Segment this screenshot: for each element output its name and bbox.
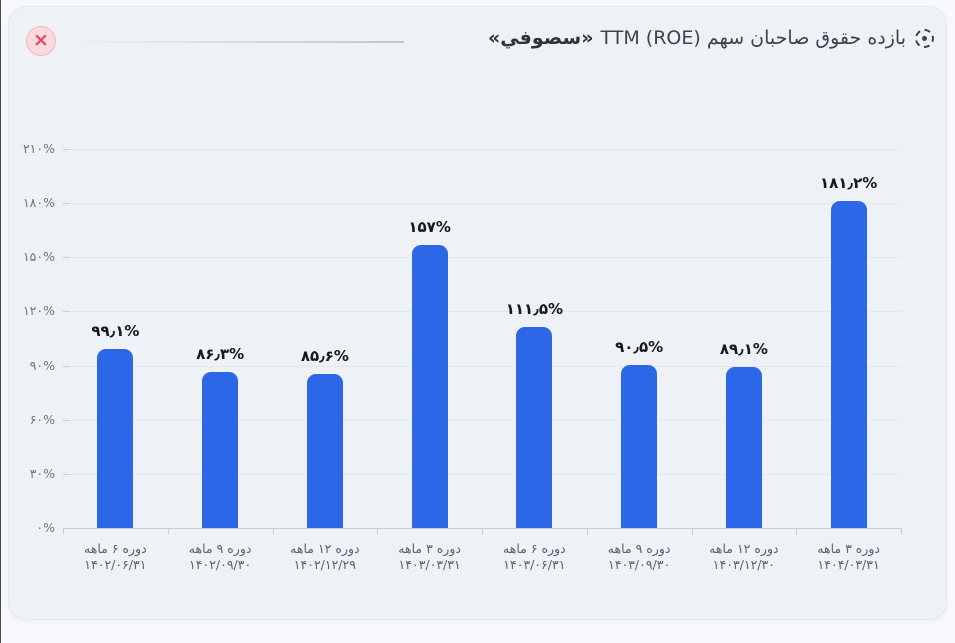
bar-value-label: ۱۵۷% (408, 217, 451, 236)
x-axis-label: دوره ۹ ماهه ۱۴۰۳/۰۹/۳۰ (587, 541, 692, 573)
bar-value-label: ۱۱۱٫۵% (505, 299, 563, 318)
gridline-210 (63, 149, 901, 150)
x-axis-label-date: ۱۴۰۳/۰۶/۳۱ (503, 557, 566, 572)
bar-value-label: ۹۰٫۵% (615, 337, 664, 356)
y-axis-label: ۰% (36, 520, 55, 535)
x-axis-label-period: دوره ۱۲ ماهه (290, 541, 360, 556)
chart-title-text: بازده حقوق صاحبان سهم TTM (ROE) «سصوفي» (488, 27, 906, 49)
x-axis-tick (167, 528, 169, 534)
gridline-120 (63, 311, 901, 313)
x-axis-label: دوره ۱۲ ماهه ۱۴۰۳/۱۲/۳۰ (692, 541, 797, 573)
y-axis-tick (63, 149, 70, 150)
y-axis-tick (63, 419, 70, 421)
x-axis-label-date: ۱۴۰۲/۰۹/۳۰ (189, 557, 252, 572)
title-main: بازده حقوق صاحبان سهم TTM (ROE) (600, 27, 906, 49)
x-axis-label-date: ۱۴۰۳/۰۹/۳۰ (608, 557, 671, 572)
x-axis-tick (377, 528, 379, 534)
bar-value-label: ۸۹٫۱% (719, 340, 768, 359)
plot-area: ۰% ۳۰% ۶۰% ۹۰% ۱۲۰% ۱۵۰% ۱۸۰% ۲۱۰% ۹۹٫۱% دوره ۶ م… (9, 7, 946, 619)
x-axis-label-date: ۱۴۰۳/۱۲/۳۰ (712, 557, 775, 572)
bar-4[interactable] (411, 244, 448, 528)
x-axis-label-date: ۱۴۰۲/۰۶/۳۱ (84, 557, 147, 572)
x-axis-tick (796, 528, 798, 534)
y-axis-tick (63, 365, 70, 367)
close-button[interactable]: × (26, 26, 56, 56)
x-axis-label: دوره ۶ ماهه ۱۴۰۳/۰۶/۳۱ (482, 541, 587, 573)
y-axis-tick (63, 257, 70, 259)
close-icon: × (33, 28, 49, 51)
x-axis-label-date: ۱۴۰۴/۰۳/۳۱ (817, 557, 880, 572)
x-axis-label: دوره ۳ ماهه ۱۴۰۳/۰۳/۳۱ (377, 541, 482, 573)
y-axis-label: ۳۰% (29, 465, 55, 481)
x-axis-label-period: دوره ۱۲ ماهه (709, 541, 779, 556)
x-axis-label: دوره ۹ ماهه ۱۴۰۲/۰۹/۳۰ (168, 541, 273, 573)
chart-title: بازده حقوق صاحبان سهم TTM (ROE) «سصوفي» (488, 23, 934, 53)
gridline-180 (63, 203, 901, 205)
y-axis-tick (63, 311, 70, 313)
gridline-90 (63, 365, 901, 367)
y-axis-label: ۹۰% (29, 357, 55, 373)
x-axis-label-date: ۱۴۰۳/۰۳/۳۱ (398, 557, 461, 572)
x-axis-label-period: دوره ۶ ماهه (503, 541, 566, 556)
bar-8[interactable] (830, 200, 867, 528)
x-axis-tick (691, 528, 693, 534)
y-axis-label: ۶۰% (29, 411, 55, 427)
y-axis-tick (63, 203, 70, 205)
bar-2[interactable] (202, 372, 239, 528)
window-left-edge (0, 0, 1, 643)
x-axis-tick (272, 528, 274, 534)
x-axis-tick (63, 528, 64, 534)
x-axis-label-period: دوره ۳ ماهه (398, 541, 461, 556)
title-symbol: «سصوفي» (487, 27, 594, 49)
bar-6[interactable] (621, 364, 658, 528)
bar-value-label: ۹۹٫۱% (91, 322, 140, 341)
bar-3[interactable] (306, 373, 343, 528)
x-axis-label-period: دوره ۹ ماهه (188, 541, 252, 556)
bar-value-label: ۸۶٫۳% (196, 345, 245, 364)
target-icon (915, 28, 934, 48)
gridline-150 (63, 257, 901, 259)
bar-value-label: ۸۵٫۶% (300, 346, 349, 365)
x-axis-label: دوره ۳ ماهه ۱۴۰۴/۰۳/۳۱ (796, 541, 901, 573)
bar-value-label: ۱۸۱٫۲% (819, 173, 878, 192)
x-axis-tick (901, 528, 902, 534)
y-axis-label: ۱۸۰% (22, 195, 55, 211)
bar-7[interactable] (725, 367, 762, 528)
x-axis-label-date: ۱۴۰۲/۱۲/۲۹ (293, 557, 356, 572)
y-axis-tick (63, 473, 70, 475)
x-axis-tick (586, 528, 588, 534)
x-axis-label-period: دوره ۶ ماهه (84, 541, 147, 556)
x-axis-tick (482, 528, 483, 534)
bar-5[interactable] (516, 326, 553, 528)
x-axis-label: دوره ۱۲ ماهه ۱۴۰۲/۱۲/۲۹ (273, 541, 378, 573)
gridline-60 (63, 419, 901, 421)
y-axis-label: ۱۲۰% (22, 303, 55, 319)
x-axis-label: دوره ۶ ماهه ۱۴۰۲/۰۶/۳۱ (63, 541, 168, 573)
y-axis-label: ۱۵۰% (22, 249, 55, 265)
y-axis-label: ۲۱۰% (22, 141, 55, 156)
chart-card: × بازده حقوق صاحبان سهم TTM (ROE) «سصوفي… (8, 6, 947, 620)
target-dot-icon (922, 35, 927, 41)
x-axis-label-period: دوره ۳ ماهه (817, 541, 880, 556)
bar-1[interactable] (97, 349, 134, 528)
gridline-30 (63, 473, 901, 475)
title-divider-line (71, 41, 404, 43)
x-axis-label-period: دوره ۹ ماهه (607, 541, 671, 556)
